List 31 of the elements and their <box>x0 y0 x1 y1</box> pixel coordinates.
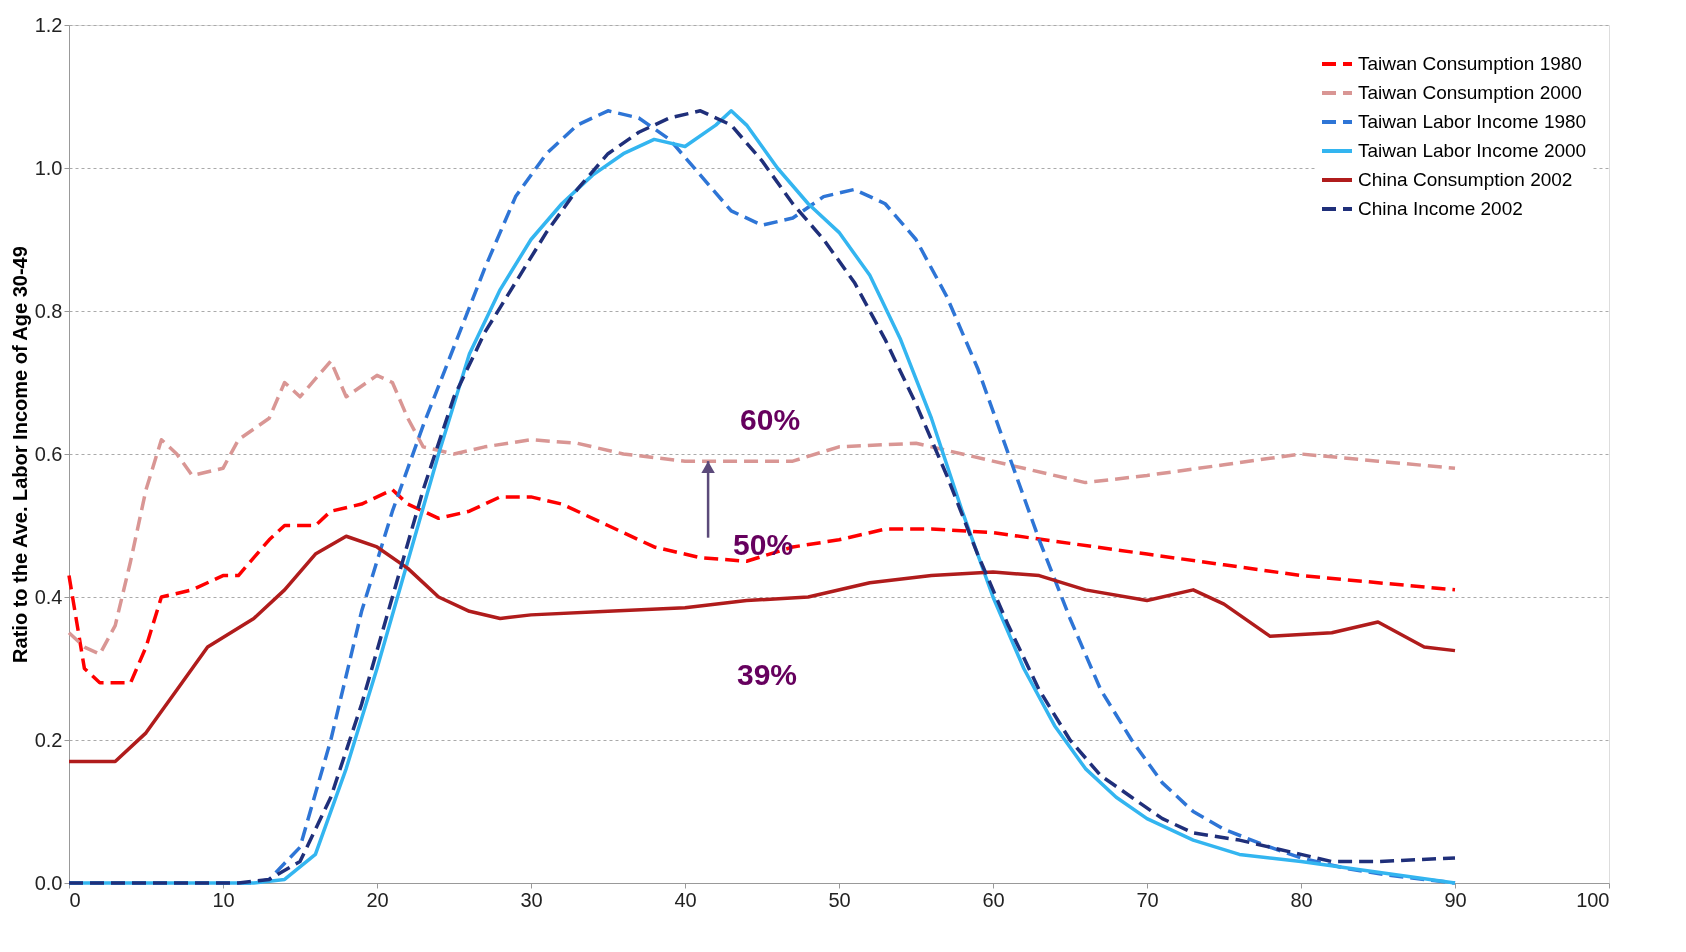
y-tick-label: 0.2 <box>34 728 63 751</box>
x-tick-label: 70 <box>1136 888 1159 911</box>
x-tick-label: 50 <box>828 888 851 911</box>
y-tick-label: 0.6 <box>34 442 63 465</box>
x-tick-label: 80 <box>1290 888 1313 911</box>
x-tick-label: 10 <box>212 888 235 911</box>
annotation: 50% <box>733 527 794 561</box>
annotation: 39% <box>736 658 798 691</box>
legend-label: Taiwan Consumption 2000 <box>1358 82 1582 103</box>
x-tick-label: 40 <box>674 888 697 911</box>
legend-label: Taiwan Labor Income 1980 <box>1358 111 1587 132</box>
y-tick-label: 0.4 <box>34 585 63 608</box>
x-tick-label: 30 <box>520 888 543 911</box>
legend-label: Taiwan Consumption 1980 <box>1358 53 1582 74</box>
y-tick-label: 0.8 <box>34 299 63 322</box>
x-tick-label: 0 <box>69 888 81 911</box>
legend-label: China Consumption 2002 <box>1358 169 1573 190</box>
x-tick-label: 100 <box>1576 888 1610 911</box>
y-tick-label: 1.2 <box>34 13 63 36</box>
y-tick-label: 1.0 <box>34 156 63 179</box>
legend-label: China Income 2002 <box>1358 198 1523 219</box>
x-tick-label: 90 <box>1444 888 1467 911</box>
line-series <box>67 488 1457 685</box>
line-series <box>67 534 1457 764</box>
x-tick-label: 60 <box>982 888 1005 911</box>
x-tick-label: 20 <box>366 888 389 911</box>
line-series <box>67 359 1457 656</box>
y-tick-label: 0.0 <box>34 871 63 894</box>
annotation: 60% <box>740 403 801 437</box>
legend-label: Taiwan Labor Income 2000 <box>1358 140 1587 161</box>
y-axis-title: Ratio to the Ave. Labor Income of Age 30-49 <box>8 246 31 663</box>
